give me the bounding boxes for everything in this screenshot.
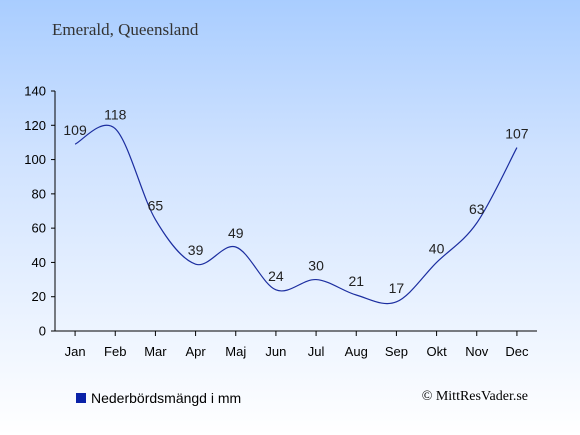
x-tick-label: Okt bbox=[426, 344, 447, 359]
x-tick-label: Apr bbox=[185, 344, 206, 359]
data-label: 109 bbox=[63, 122, 87, 138]
legend: Nederbördsmängd i mm bbox=[76, 390, 241, 406]
data-label: 40 bbox=[429, 240, 445, 256]
credit-text: © MittResVader.se bbox=[421, 389, 528, 404]
data-label: 65 bbox=[148, 198, 164, 214]
data-label: 49 bbox=[228, 225, 244, 241]
x-tick-label: Mar bbox=[144, 344, 167, 359]
x-tick-label: Aug bbox=[345, 344, 368, 359]
y-tick-label: 40 bbox=[32, 255, 46, 270]
legend-swatch bbox=[76, 393, 86, 403]
x-tick-label: Feb bbox=[104, 344, 126, 359]
series-line bbox=[74, 124, 518, 305]
y-tick-label: 60 bbox=[32, 221, 46, 236]
x-tick-label: Sep bbox=[385, 344, 408, 359]
x-tick-label: Dec bbox=[505, 344, 529, 359]
x-tick-label: Jun bbox=[265, 344, 286, 359]
data-label: 107 bbox=[505, 126, 529, 142]
x-tick-label: Nov bbox=[465, 344, 489, 359]
data-label: 24 bbox=[268, 268, 284, 284]
y-tick-label: 20 bbox=[32, 289, 46, 304]
x-tick-label: Jan bbox=[65, 344, 86, 359]
data-label: 17 bbox=[389, 280, 405, 296]
legend-label: Nederbördsmängd i mm bbox=[91, 390, 242, 406]
data-label: 118 bbox=[104, 107, 127, 123]
x-tick-label: Maj bbox=[225, 344, 246, 359]
y-tick-label: 120 bbox=[24, 118, 46, 133]
data-label: 30 bbox=[308, 258, 324, 274]
chart-title: Emerald, Queensland bbox=[52, 20, 199, 39]
data-label: 63 bbox=[469, 201, 485, 217]
data-label: 21 bbox=[348, 273, 364, 289]
y-tick-label: 100 bbox=[24, 152, 46, 167]
x-tick-label: Jul bbox=[308, 344, 325, 359]
y-tick-label: 0 bbox=[39, 324, 46, 339]
y-tick-label: 80 bbox=[32, 186, 46, 201]
y-tick-label: 140 bbox=[24, 84, 46, 99]
data-label: 39 bbox=[188, 242, 204, 258]
